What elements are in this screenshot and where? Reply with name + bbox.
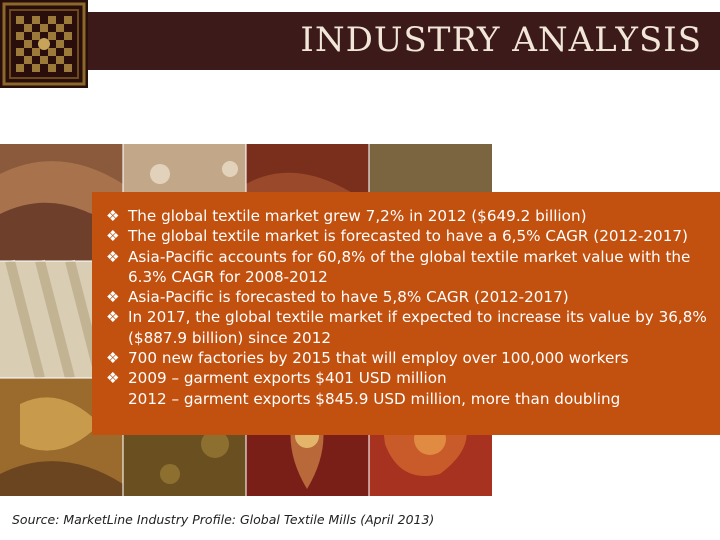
bullet-item: ❖ The global textile market is forecaste… [106, 226, 716, 246]
title-bar: INDUSTRY ANALYSIS [88, 12, 720, 70]
diamond-bullet-icon: ❖ [106, 207, 120, 225]
bullet-text: Asia-Pacific accounts for 60,8% of the g… [128, 247, 691, 266]
bullet-text: 2009 – garment exports $401 USD million [128, 369, 447, 388]
bullet-text: In 2017, the global textile market if ex… [128, 308, 707, 327]
diamond-bullet-icon: ❖ [106, 369, 120, 388]
bullet-item: ❖ Asia-Pacific accounts for 60,8% of the… [106, 247, 716, 288]
bullet-list: ❖ The global textile market grew 7,2% in… [106, 206, 716, 409]
diamond-bullet-icon: ❖ [106, 308, 120, 327]
content-box [92, 192, 720, 435]
bullet-item: ❖ The global textile market grew 7,2% in… [106, 206, 716, 226]
diamond-bullet-icon: ❖ [106, 349, 120, 368]
source-citation: Source: MarketLine Industry Profile: Glo… [12, 512, 435, 527]
diamond-bullet-icon: ❖ [106, 288, 120, 307]
bullet-text: The global textile market is forecasted … [128, 227, 688, 246]
bullet-item: ❖ 2009 – garment exports $401 USD millio… [106, 368, 716, 409]
bullet-text-continued: 2012 – garment exports $845.9 USD millio… [128, 389, 621, 408]
diamond-bullet-icon: ❖ [106, 227, 120, 246]
page-title: INDUSTRY ANALYSIS [300, 20, 702, 60]
bullet-text: 700 new factories by 2015 that will empl… [128, 349, 629, 368]
bullet-text-continued: 6.3% CAGR for 2008-2012 [128, 267, 328, 286]
bullet-item: ❖ Asia-Pacific is forecasted to have 5,8… [106, 287, 716, 307]
bullet-text-continued: ($887.9 billion) since 2012 [128, 328, 332, 347]
logo-pattern-graphic [0, 0, 88, 88]
bullet-item: ❖ 700 new factories by 2015 that will em… [106, 348, 716, 368]
bullet-item: ❖ In 2017, the global textile market if … [106, 307, 716, 348]
diamond-bullet-icon: ❖ [106, 247, 120, 266]
bullet-text: Asia-Pacific is forecasted to have 5,8% … [128, 288, 569, 307]
bullet-text: The global textile market grew 7,2% in 2… [128, 207, 587, 225]
logo-pattern [0, 0, 88, 88]
